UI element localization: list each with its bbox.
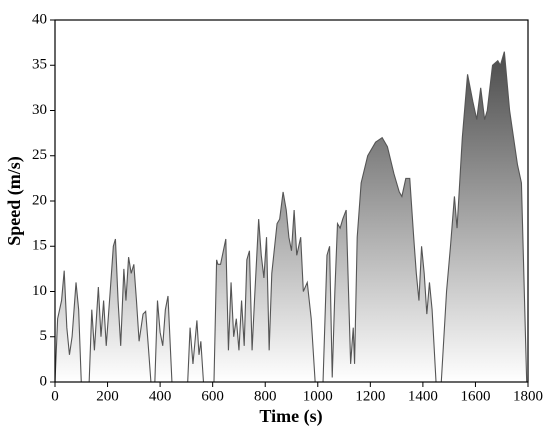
y-tick-label: 40 <box>32 11 47 27</box>
x-tick-label: 0 <box>51 388 59 404</box>
area-line <box>54 51 528 383</box>
x-tick-label: 1000 <box>303 388 333 404</box>
y-tick-label: 5 <box>40 328 48 344</box>
x-tick-label: 400 <box>149 388 172 404</box>
area-fill <box>55 51 527 383</box>
y-tick-label: 35 <box>32 57 47 73</box>
x-tick-label: 800 <box>254 388 277 404</box>
y-tick-label: 25 <box>32 147 47 163</box>
x-tick-label: 1400 <box>408 388 438 404</box>
x-tick-label: 200 <box>96 388 119 404</box>
x-tick-label: 600 <box>201 388 224 404</box>
x-axis-title: Time (s) <box>259 406 322 427</box>
x-tick-label: 1800 <box>513 388 543 404</box>
y-tick-label: 20 <box>32 192 47 208</box>
y-tick-label: 0 <box>40 373 48 389</box>
y-axis-title: Speed (m/s) <box>4 156 25 246</box>
y-tick-label: 30 <box>32 102 47 118</box>
y-tick-label: 15 <box>32 238 47 254</box>
x-tick-label: 1200 <box>355 388 385 404</box>
x-tick-label: 1600 <box>460 388 490 404</box>
y-tick-label: 10 <box>32 283 47 299</box>
